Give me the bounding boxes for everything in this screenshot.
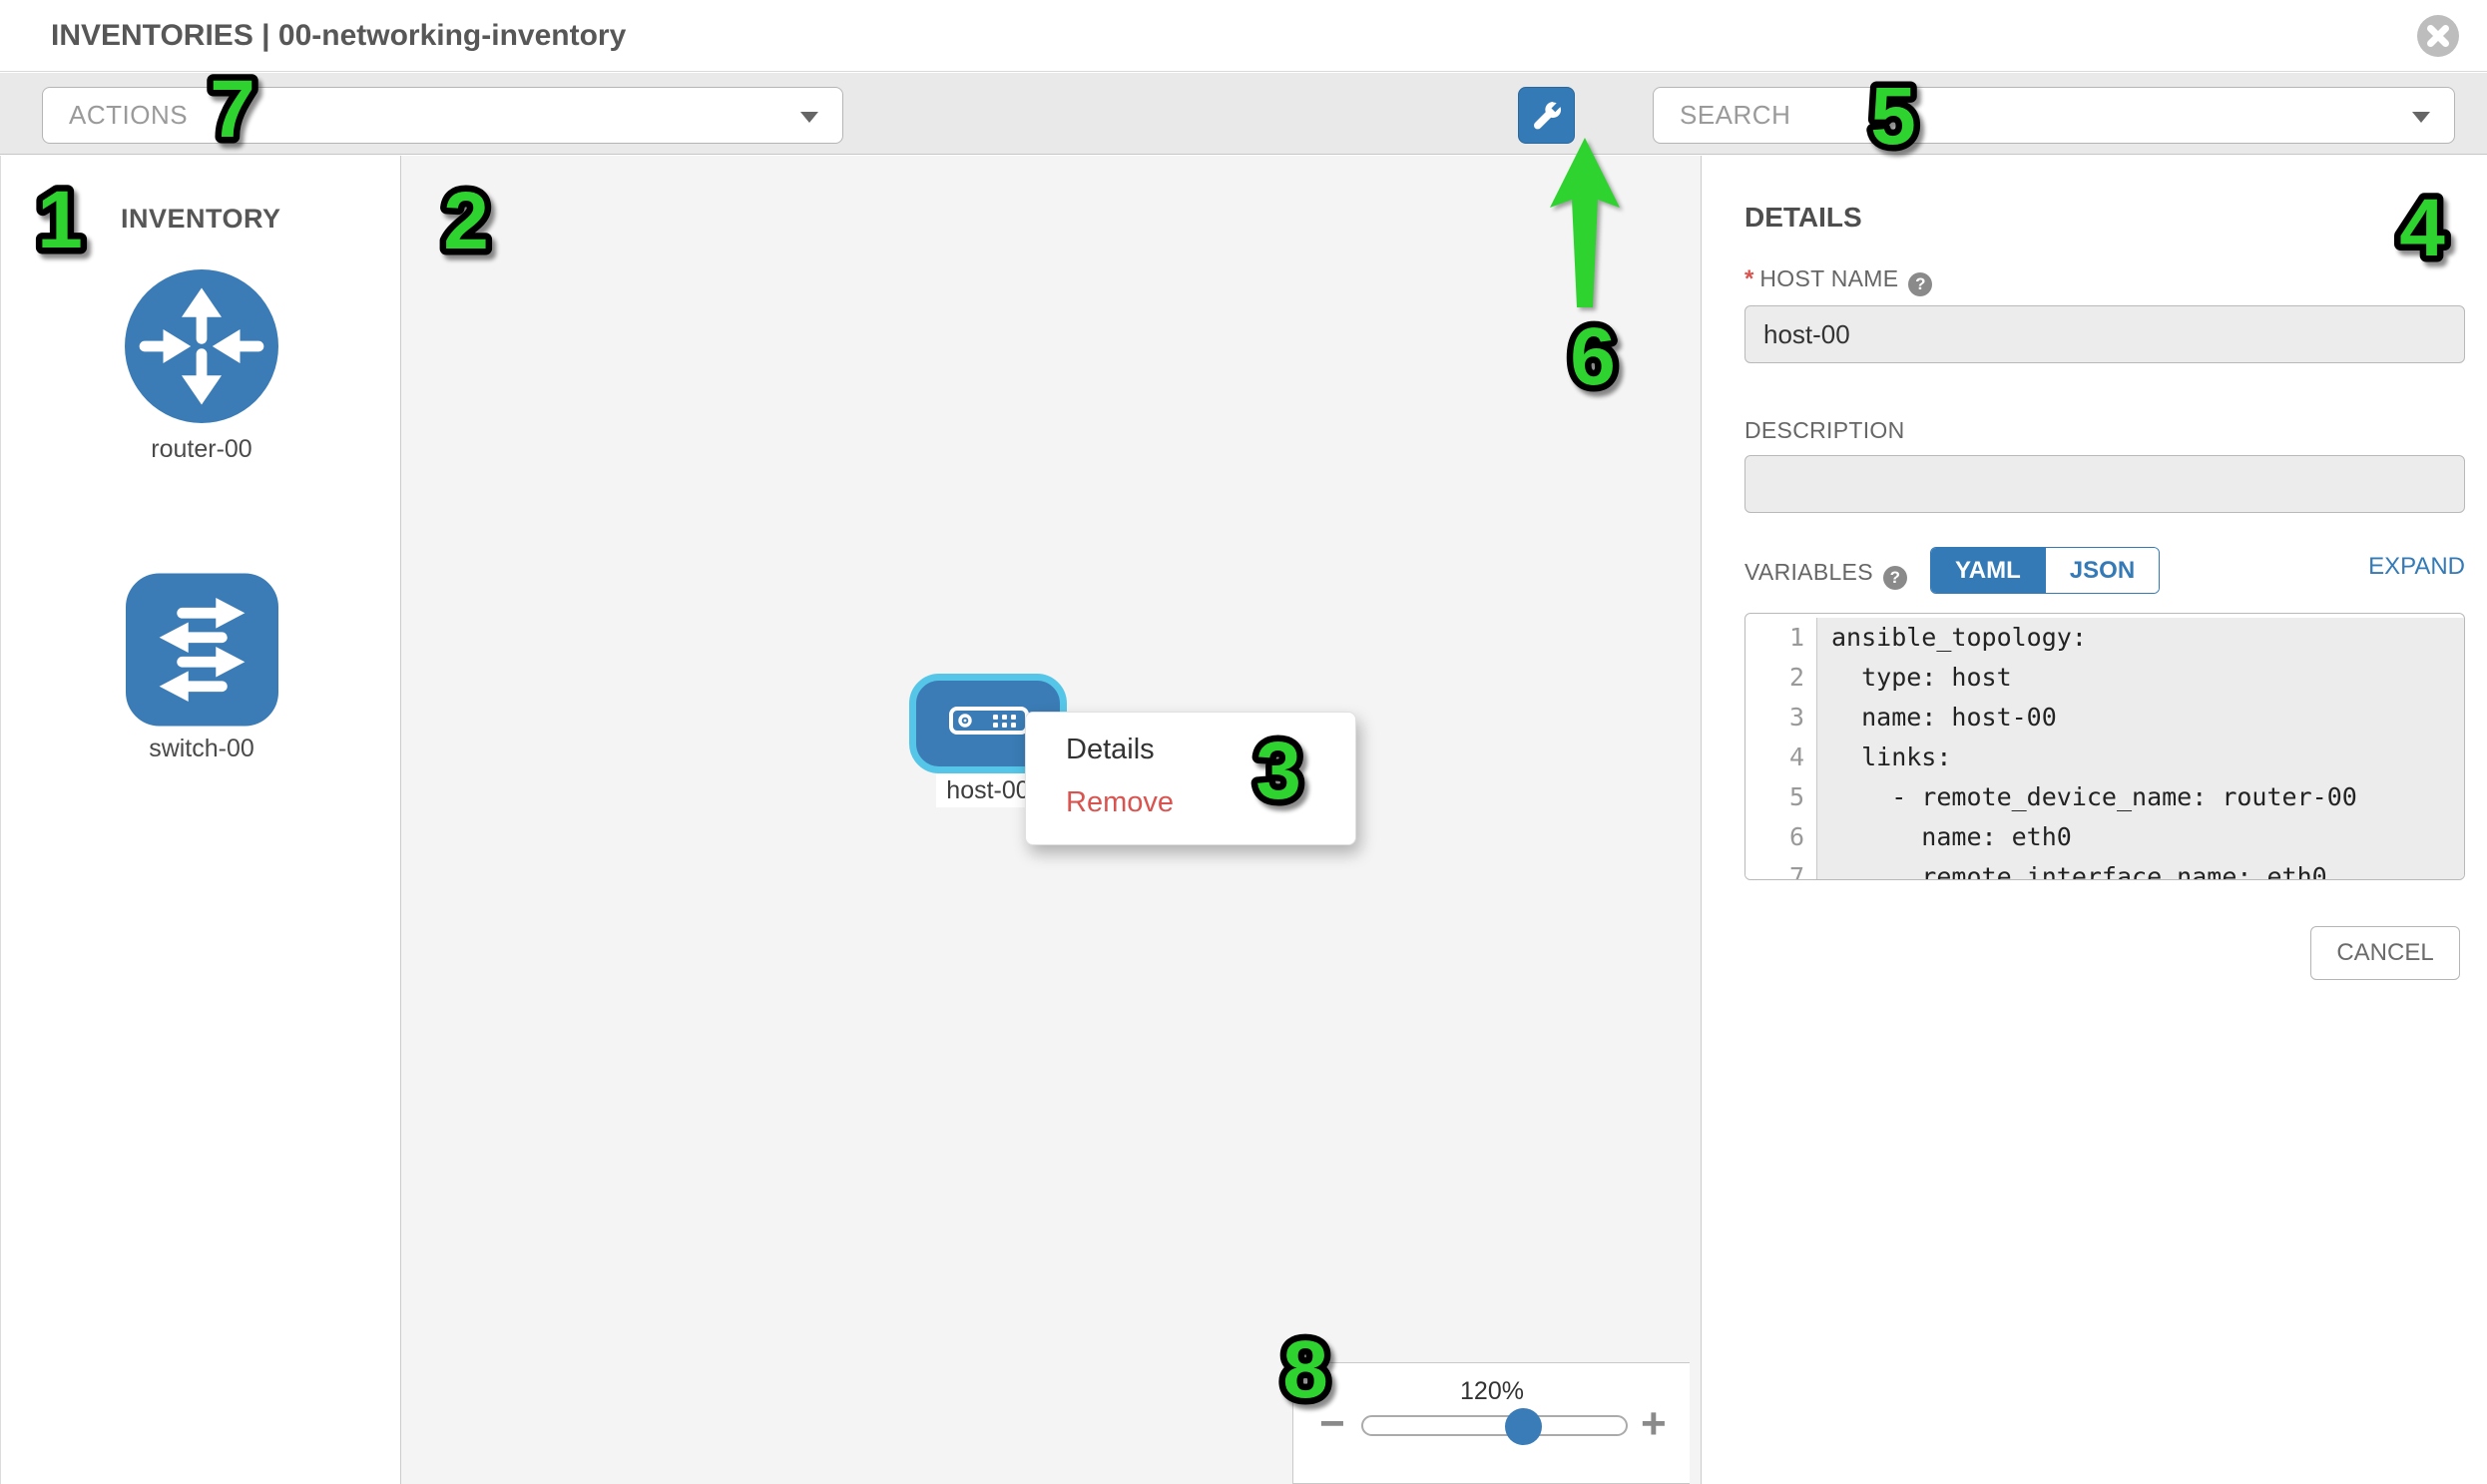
close-icon[interactable]	[2416, 14, 2460, 58]
code-line: 5 - remote_device_name: router-00	[1745, 777, 2464, 817]
description-label: DESCRIPTION	[1744, 417, 1905, 443]
variables-code-editor[interactable]: 1 ansible_topology: 2 type: host 3 name: …	[1744, 613, 2465, 880]
page-title: INVENTORIES | 00-networking-inventory	[51, 19, 627, 52]
search-dropdown-label: SEARCH	[1680, 100, 1791, 130]
code-line: 1 ansible_topology:	[1745, 618, 2464, 658]
node-context-menu: Details Remove	[1025, 712, 1356, 845]
host-name-label: HOST NAME	[1759, 265, 1899, 291]
toggle-toolbox-button[interactable]	[1518, 87, 1575, 144]
host-icon	[949, 707, 1029, 735]
actions-dropdown[interactable]: ACTIONS	[42, 87, 843, 144]
wrench-icon	[1534, 101, 1562, 130]
zoom-slider-thumb[interactable]	[1505, 1408, 1542, 1445]
search-dropdown[interactable]: SEARCH	[1653, 87, 2455, 144]
help-icon[interactable]: ?	[1882, 566, 1907, 590]
palette-item-router[interactable]	[1, 269, 402, 428]
variables-format-toggle: YAML JSON	[1930, 547, 2161, 594]
palette-heading: INVENTORY	[121, 204, 281, 234]
chevron-down-icon	[800, 112, 818, 123]
code-line: 7 remote_interface_name: eth0	[1745, 857, 2464, 879]
toggle-yaml-button[interactable]: YAML	[1931, 548, 2045, 593]
description-input[interactable]	[1744, 455, 2465, 513]
palette-item-router-label: router-00	[151, 435, 252, 463]
zoom-in-button[interactable]: +	[1641, 1399, 1667, 1448]
context-menu-item-details[interactable]: Details	[1066, 734, 1155, 765]
zoom-slider-track[interactable]	[1361, 1408, 1628, 1445]
required-asterisk: *	[1744, 265, 1754, 292]
zoom-level-readout: 120%	[1460, 1377, 1524, 1405]
actions-dropdown-label: ACTIONS	[69, 100, 189, 130]
inventory-palette-sidebar: INVENTORY router-00	[0, 156, 401, 1484]
details-heading: DETAILS	[1744, 202, 1862, 233]
window-header: INVENTORIES | 00-networking-inventory	[0, 0, 2487, 72]
variables-label: VARIABLES	[1744, 559, 1873, 585]
palette-item-switch[interactable]	[1, 573, 402, 732]
code-line: 2 type: host	[1745, 658, 2464, 698]
host-details-panel: DETAILS * HOST NAME? host-00 DESCRIPTION …	[1703, 156, 2487, 1484]
variables-label-row: VARIABLES?	[1744, 559, 1907, 590]
host-name-input[interactable]: host-00	[1744, 305, 2465, 363]
expand-link[interactable]: EXPAND	[2368, 553, 2465, 580]
switch-icon	[125, 573, 278, 727]
zoom-control: 120% − +	[1292, 1362, 1690, 1484]
toggle-json-button[interactable]: JSON	[2044, 548, 2160, 593]
host-name-label-row: * HOST NAME?	[1744, 265, 1933, 296]
palette-item-switch-label: switch-00	[149, 735, 254, 762]
topology-canvas[interactable]: host-00 Details Remove 120% − +	[401, 156, 1702, 1484]
cancel-button[interactable]: CANCEL	[2310, 926, 2460, 980]
help-icon[interactable]: ?	[1908, 272, 1933, 296]
toolbar: ACTIONS SEARCH	[0, 73, 2487, 203]
zoom-out-button[interactable]: −	[1319, 1399, 1345, 1448]
chevron-down-icon	[2412, 112, 2430, 123]
code-line: 4 links:	[1745, 738, 2464, 777]
code-line: 3 name: host-00	[1745, 698, 2464, 738]
code-line: 6 name: eth0	[1745, 817, 2464, 857]
router-icon	[125, 269, 278, 423]
host-node-label: host-00	[909, 773, 1067, 807]
context-menu-item-remove[interactable]: Remove	[1066, 786, 1174, 818]
